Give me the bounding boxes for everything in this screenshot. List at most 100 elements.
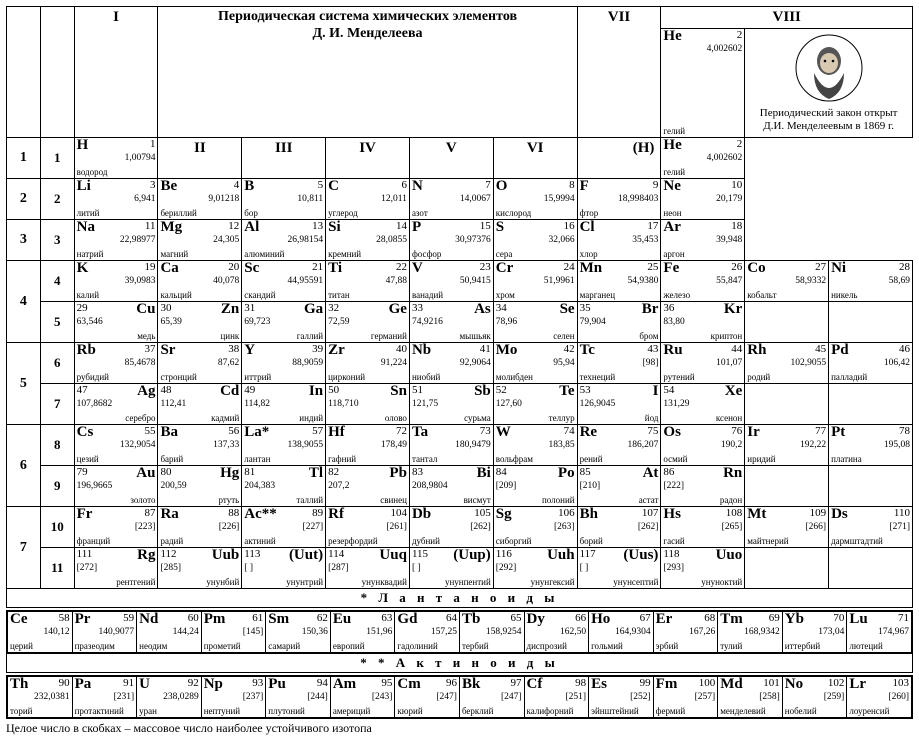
period-1: 1 (7, 138, 41, 179)
element-ds: Ds110[271]дармштадтий (829, 507, 913, 548)
element-s: S1632,066сера (493, 220, 577, 261)
corner-h: (H) (577, 138, 661, 179)
element-be: Be49,01218бериллий (158, 179, 242, 220)
element-ti: Ti2247,88титан (326, 261, 410, 302)
element-f: F918,998403фтор (577, 179, 661, 220)
element-xe: Xe54131,29ксенон (661, 384, 745, 425)
element-fe: Fe2655,847железо (661, 261, 745, 302)
element-am: Am95[243]америций (330, 676, 395, 718)
period-6: 6 (7, 425, 41, 507)
group-2-header: II (158, 138, 242, 179)
element-uuo: Uuo118[293]унуноктий (661, 548, 745, 589)
element-hf: Hf72178,49гафний (326, 425, 410, 466)
table-title: Периодическая система химических элемент… (158, 7, 577, 138)
element-y: Y3988,9059иттрий (242, 343, 326, 384)
element-uuh: Uuh116[292]унунгексий (493, 548, 577, 589)
period-3: 3 (7, 220, 41, 261)
element-w: W74183,85вольфрам (493, 425, 577, 466)
element-cs: Cs55132,9054цезий (74, 425, 158, 466)
period-7: 7 (7, 507, 41, 589)
element-lu: Lu71174,967лютеций (847, 611, 912, 653)
row-11: 11 (40, 548, 74, 589)
element-tc: Tc43[98]технеций (577, 343, 661, 384)
element-sm: Sm62150,36самарий (266, 611, 331, 653)
element-th: Th90232,0381торий (7, 676, 72, 718)
row-9: 9 (40, 466, 74, 507)
row-5: 5 (40, 302, 74, 343)
element-nb: Nb4192,9064ниобий (409, 343, 493, 384)
footnote: Целое число в скобках – массовое число н… (6, 719, 913, 736)
element-tb: Tb65158,9254тербий (459, 611, 524, 653)
group-3-header: III (242, 138, 326, 179)
element-ra: Ra88[226]радий (158, 507, 242, 548)
element-ac: Ac**89[227]актиний (242, 507, 326, 548)
note-line-1: Периодический закон открыт (760, 107, 898, 119)
row-1: 1 (40, 138, 74, 179)
element-he: He24,002602гелий (661, 138, 745, 179)
element-ir: Ir77192,22иридий (745, 425, 829, 466)
element-eu: Eu63151,96европий (330, 611, 395, 653)
element-ta: Ta73180,9479тантал (409, 425, 493, 466)
lanthanoids-header: * Л а н т а н о и д ы (6, 589, 913, 608)
mendeleev-portrait (794, 33, 864, 103)
element-hg: Hg80200,59ртуть (158, 466, 242, 507)
note-line-2: Д.И. Менделеевым в 1869 г. (763, 120, 894, 132)
element-rf: Rf104[261]резерфордий (326, 507, 410, 548)
group-1-header: I (74, 7, 158, 138)
element-h: H11,00794водород (74, 138, 158, 179)
element-ar: Ar1839,948аргон (661, 220, 745, 261)
title-line-2: Д. И. Менделеева (313, 26, 423, 41)
element-cu: Cu2963,546медь (74, 302, 158, 343)
element-nd: Nd60144,24неодим (137, 611, 202, 653)
element-cd: Cd48112,41кадмий (158, 384, 242, 425)
element-uup: (Uup)115[ ]унунпентий (409, 548, 493, 589)
element-tm: Tm69168,9342тулий (718, 611, 783, 653)
group-6-header: VI (493, 138, 577, 179)
row-7: 7 (40, 384, 74, 425)
element-ga: Ga3169,723галлий (242, 302, 326, 343)
element-n: N714,0067азот (409, 179, 493, 220)
element-os: Os76190,2осмий (661, 425, 745, 466)
element-i: I53126,9045йод (577, 384, 661, 425)
element-dy: Dy66162,50диспрозий (524, 611, 589, 653)
element-re: Re75186,207рений (577, 425, 661, 466)
element-bi: Bi83208,9804висмут (409, 466, 493, 507)
element-rb: Rb3785,4678рубидий (74, 343, 158, 384)
element-bh: Bh107[262]борий (577, 507, 661, 548)
group-7-header: VII (577, 7, 661, 138)
empty-cell (829, 302, 913, 343)
element-pd: Pd46106,42палладий (829, 343, 913, 384)
element-rh: Rh45102,9055родий (745, 343, 829, 384)
row-4: 4 (40, 261, 74, 302)
actinoids-header: * * А к т и н о и д ы (6, 654, 913, 673)
element-at: At85[210]астат (577, 466, 661, 507)
element-fr: Fr87[223]франций (74, 507, 158, 548)
element-co: Co2758,9332кобальт (745, 261, 829, 302)
empty-cell (829, 466, 913, 507)
element-cr: Cr2451,9961хром (493, 261, 577, 302)
element-ag: Ag47107,8682серебро (74, 384, 158, 425)
element-br: Br3579,904бром (577, 302, 661, 343)
element-cl: Cl1735,453хлор (577, 220, 661, 261)
element-zr: Zr4091,224цирконий (326, 343, 410, 384)
element-rn: Rn86[222]радон (661, 466, 745, 507)
element-au: Au79196,9665золото (74, 466, 158, 507)
element-cm: Cm96[247]кюрий (395, 676, 460, 718)
element-po: Po84[209]полоний (493, 466, 577, 507)
element-sr: Sr3887,62стронций (158, 343, 242, 384)
element-no: No102[259]нобелий (782, 676, 847, 718)
element-np: Np93[237]нептуний (201, 676, 266, 718)
row-8: 8 (40, 425, 74, 466)
element-in: In49114,82индий (242, 384, 326, 425)
element-sb: Sb51121,75сурьма (409, 384, 493, 425)
element-md: Md101[258]менделевий (718, 676, 783, 718)
element-rg: Rg111[272]рентгений (74, 548, 158, 589)
element-uus: (Uus)117[ ]унунсептий (577, 548, 661, 589)
actinoids-row: Th90232,0381торийPa91[231]протактинийU92… (6, 675, 913, 719)
element-bk: Bk97[247]берклий (459, 676, 524, 718)
element-ce: Ce58140,12церий (7, 611, 72, 653)
element-o: O815,9994кислород (493, 179, 577, 220)
element-he-preview: He24,002602гелий (661, 29, 745, 138)
element-sn: Sn50118,710олово (326, 384, 410, 425)
element-ru: Ru44101,07рутений (661, 343, 745, 384)
